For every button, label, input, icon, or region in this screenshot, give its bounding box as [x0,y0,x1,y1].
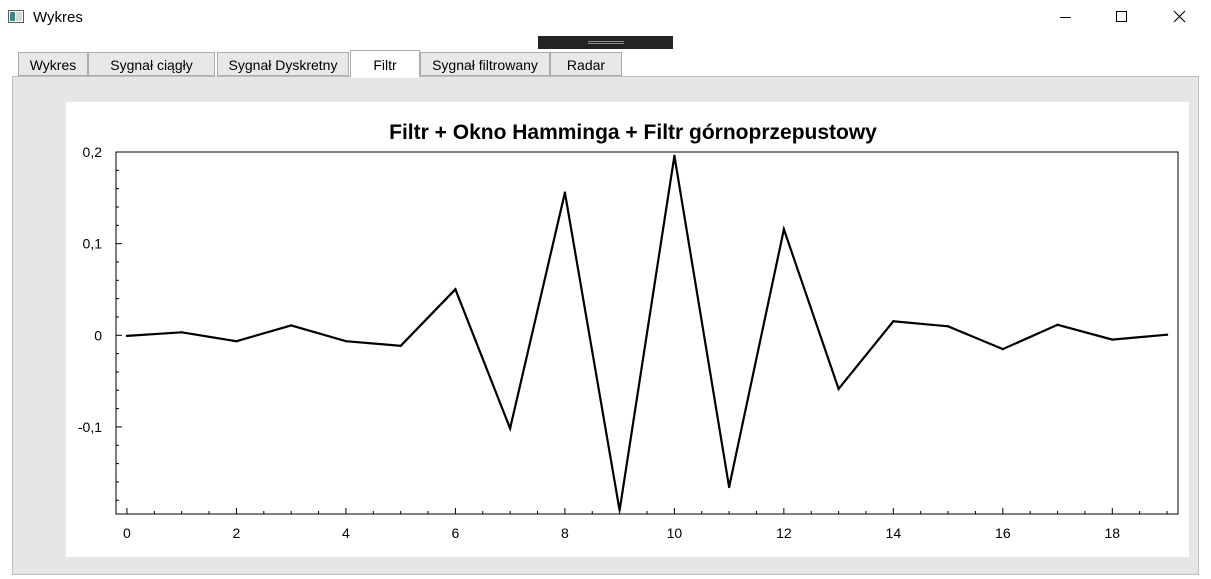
chart-title: Filtr + Okno Hamminga + Filtr górnoprzep… [389,121,877,144]
data-point [454,288,457,291]
grip-line [588,41,624,42]
data-point [673,154,676,158]
maximize-button[interactable] [1099,0,1145,34]
tab-sygnal-filtrowany[interactable]: Sygnał filtrowany [420,52,550,76]
data-point [837,387,840,391]
y-tick-label: 0 [94,327,102,343]
tab-radar[interactable]: Radar [550,52,622,76]
data-point [946,325,950,328]
tab-wykres[interactable]: Wykres [18,52,88,76]
data-point [1165,333,1169,336]
x-tick-label: 0 [123,525,131,541]
tab-sygnal-dyskretny[interactable]: Sygnał Dyskretny [217,52,349,76]
drag-handle[interactable] [538,36,673,49]
data-point [180,331,183,334]
data-point [289,324,293,327]
grip-line [588,43,624,44]
data-point [1111,338,1114,341]
tab-filtr[interactable]: Filtr [350,50,420,78]
chart-svg: Filtr + Okno Hamminga + Filtr górnoprzep… [78,121,1179,541]
x-tick-label: 12 [776,525,792,541]
series-line [126,155,1168,511]
x-tick-label: 2 [233,525,241,541]
title-bar: Wykres [0,0,1211,34]
data-point [618,509,621,512]
tab-sygnal-ciagly[interactable]: Sygnał ciągły [88,52,215,76]
x-tick-label: 18 [1105,525,1121,541]
y-tick-label: -0,1 [78,419,102,435]
data-point [782,228,786,231]
app-icon [8,10,24,23]
window-title: Wykres [33,9,83,26]
data-point [399,344,402,348]
x-tick-label: 10 [667,525,683,541]
x-tick-label: 14 [886,525,902,541]
x-tick-label: 16 [995,525,1011,541]
close-button[interactable] [1157,0,1203,34]
x-tick-label: 6 [452,525,460,541]
data-point [235,340,238,343]
maximize-icon [1116,11,1127,22]
minimize-icon [1060,17,1071,18]
chart-area: Filtr + Okno Hamminga + Filtr górnoprzep… [66,102,1189,557]
data-point [892,320,895,323]
data-point [563,191,567,194]
close-icon [1173,10,1186,23]
y-tick-label: 0,2 [83,144,103,160]
minimize-button[interactable] [1043,0,1089,34]
x-tick-label: 4 [342,525,350,541]
data-point [125,334,129,338]
data-point [727,485,731,489]
data-point [344,340,348,343]
y-tick-label: 0,1 [83,236,103,252]
x-tick-label: 8 [561,525,569,541]
data-point [508,427,512,430]
data-point [1001,347,1005,351]
data-point [1056,323,1059,326]
